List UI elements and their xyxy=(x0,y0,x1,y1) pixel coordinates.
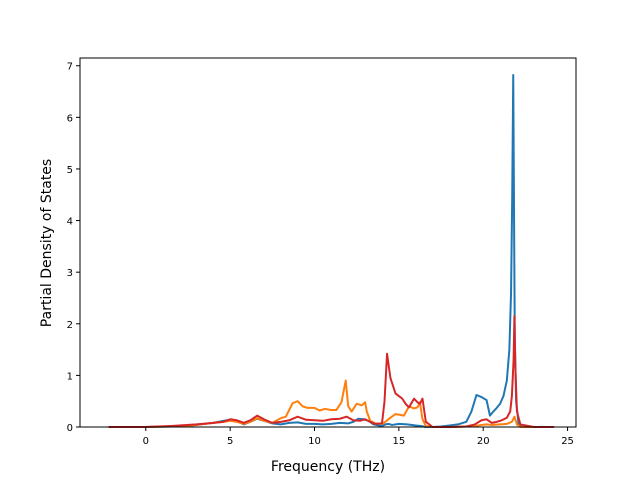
y-axis-ticks: 0 1 2 3 4 5 6 7 xyxy=(67,62,80,434)
x-tick-label: 0 xyxy=(143,436,149,447)
x-axis-title: Frequency (THz) xyxy=(271,459,385,475)
x-tick-label: 5 xyxy=(227,436,233,447)
x-axis-ticks: 0 5 10 15 20 25 xyxy=(143,427,574,447)
series-line-2 xyxy=(108,379,555,428)
series-layer xyxy=(108,74,555,428)
y-tick-label: 7 xyxy=(67,62,73,73)
x-tick-label: 10 xyxy=(308,436,321,447)
x-tick-label: 15 xyxy=(392,436,405,447)
y-axis-title: Partial Density of States xyxy=(39,159,55,327)
y-tick-label: 0 xyxy=(67,423,73,434)
y-tick-label: 4 xyxy=(67,217,73,228)
plot-frame xyxy=(79,57,577,428)
x-tick-label: 25 xyxy=(561,436,574,447)
series-line-3 xyxy=(108,315,555,428)
series-line-1 xyxy=(108,74,555,428)
y-tick-label: 6 xyxy=(67,113,73,124)
y-tick-label: 1 xyxy=(67,371,73,382)
y-tick-label: 2 xyxy=(67,320,73,331)
x-tick-label: 20 xyxy=(477,436,490,447)
y-tick-label: 5 xyxy=(67,165,73,176)
y-tick-label: 3 xyxy=(67,268,73,279)
